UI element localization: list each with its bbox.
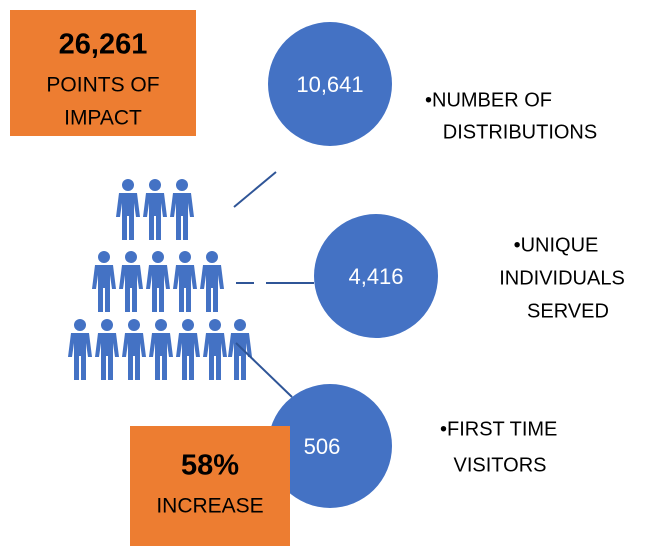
stat-label: VISITORS	[454, 454, 547, 476]
increase-box	[130, 426, 290, 546]
impact-value: 26,261	[59, 29, 148, 61]
stat-label: DISTRIBUTIONS	[443, 121, 597, 143]
stat-circle	[268, 22, 392, 146]
increase-label: INCREASE	[156, 495, 263, 518]
stat-label: INDIVIDUALS	[499, 267, 625, 289]
impact-line: POINTS OF	[46, 74, 159, 97]
people-icon	[68, 179, 252, 380]
stat-label: •FIRST TIME	[440, 418, 557, 440]
stat-label: •NUMBER OF	[425, 89, 552, 111]
stat-value: 506	[304, 434, 341, 459]
connector	[235, 342, 293, 398]
stat-circle	[268, 384, 392, 508]
stat-value: 10,641	[296, 72, 363, 97]
connector	[233, 171, 277, 208]
impact-box	[10, 10, 196, 136]
impact-line: IMPACT	[64, 107, 142, 130]
stat-label: •UNIQUE	[514, 234, 599, 256]
stat-label: SERVED	[527, 300, 609, 322]
stat-circle	[314, 214, 438, 338]
stat-value: 4,416	[348, 264, 403, 289]
increase-value: 58%	[181, 450, 239, 482]
